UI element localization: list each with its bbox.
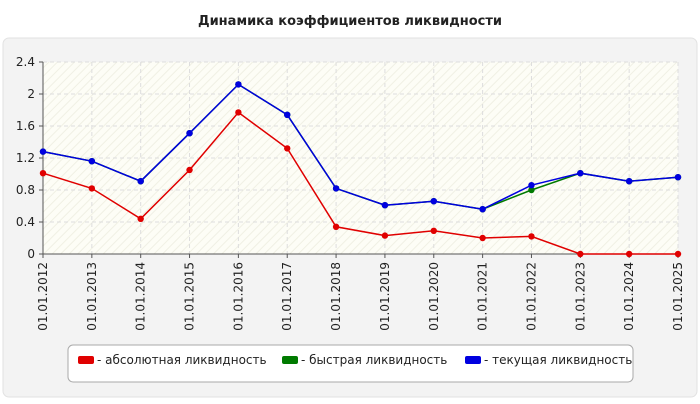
point: [528, 182, 535, 189]
series-line: [42, 83, 679, 210]
legend-swatch: [465, 356, 481, 364]
point: [39, 170, 47, 177]
x-tick-label: 01.01.2017: [280, 262, 294, 331]
y-tick-label: 1.6: [16, 119, 35, 133]
y-tick-label: 0.8: [16, 183, 35, 197]
point: [625, 250, 633, 258]
point: [235, 81, 242, 88]
point: [430, 198, 437, 205]
y-tick-label: 2.4: [16, 55, 35, 69]
point: [137, 178, 144, 185]
x-tick-label: 01.01.2015: [183, 262, 197, 331]
series-line: [42, 111, 678, 255]
legend-label: - абсолютная ликвидность: [97, 353, 267, 367]
legend-swatch: [78, 356, 94, 364]
y-tick-label: 1.2: [16, 151, 35, 165]
point: [674, 250, 682, 258]
x-tick-label: 01.01.2025: [671, 262, 685, 331]
x-tick-label: 01.01.2020: [427, 262, 441, 331]
point: [479, 234, 486, 242]
point: [88, 158, 96, 165]
x-tick-label: 01.01.2018: [329, 262, 343, 331]
x-tick-label: 01.01.2021: [476, 262, 490, 331]
legend-label: - текущая ликвидность: [484, 353, 632, 367]
x-tick-label: 01.01.2024: [622, 262, 636, 331]
point: [235, 109, 242, 116]
point: [284, 145, 291, 152]
point: [137, 215, 144, 222]
x-tick-label: 01.01.2023: [573, 262, 587, 331]
chart-title: Динамика коэффициентов ликвидности: [198, 14, 502, 29]
point: [381, 202, 389, 209]
x-tick-label: 01.01.2022: [524, 262, 538, 331]
x-tick-label: 01.01.2016: [231, 262, 245, 331]
point: [625, 178, 633, 185]
y-tick-label: 0: [27, 247, 35, 261]
point: [284, 111, 291, 119]
point: [332, 185, 340, 192]
point: [88, 185, 96, 192]
point: [577, 250, 584, 258]
y-tick-label: 2: [27, 87, 35, 101]
y-tick-label: 0.4: [16, 215, 35, 229]
point: [39, 148, 47, 155]
x-tick-label: 01.01.2013: [85, 262, 99, 331]
x-tick-label: 01.01.2019: [378, 262, 392, 331]
point: [332, 223, 340, 230]
x-tick-label: 01.01.2014: [134, 262, 148, 331]
legend-swatch: [282, 356, 298, 364]
legend-label: - быстрая ликвидность: [301, 353, 447, 367]
point: [381, 232, 389, 239]
point: [528, 186, 535, 194]
point: [479, 206, 486, 213]
point: [186, 166, 193, 174]
x-tick-label: 01.01.2012: [36, 262, 50, 331]
point: [674, 174, 682, 181]
point: [430, 227, 437, 234]
point: [528, 233, 535, 240]
point: [186, 130, 193, 137]
legend: [67, 344, 634, 383]
point: [577, 170, 584, 177]
